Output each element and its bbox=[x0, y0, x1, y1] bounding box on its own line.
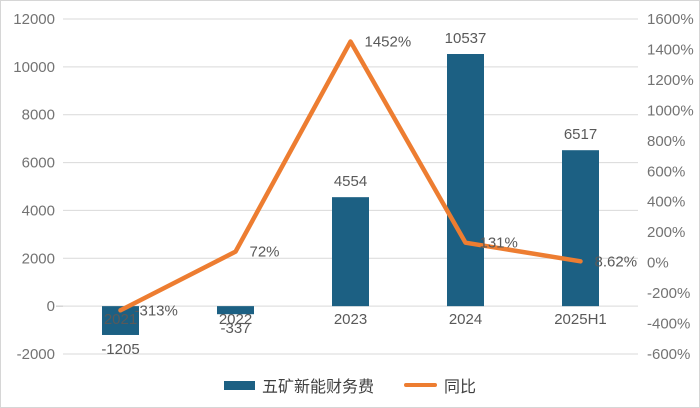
x-axis-label-2025H1: 2025H1 bbox=[554, 311, 607, 328]
right-axis-tick-label: 0% bbox=[647, 255, 669, 272]
bar-value-label: 6517 bbox=[564, 126, 597, 143]
x-axis-label-2022: 2022 bbox=[219, 311, 252, 328]
line-value-label: 8.62% bbox=[595, 253, 638, 270]
right-axis-tick-label: 1200% bbox=[647, 72, 694, 89]
right-axis-tick-label: 200% bbox=[647, 224, 685, 241]
bar-series bbox=[102, 54, 599, 335]
line-value-label: -313% bbox=[135, 302, 178, 319]
right-axis-tick-label: -600% bbox=[647, 346, 690, 363]
right-axis-tick-label: 800% bbox=[647, 133, 685, 150]
bar-value-label: -337 bbox=[220, 320, 250, 337]
bar-series-swatch bbox=[223, 380, 255, 390]
left-axis-tick-label: 0 bbox=[47, 298, 55, 315]
right-axis-tick-label: -400% bbox=[647, 316, 690, 333]
line-series bbox=[118, 39, 583, 313]
yoy-line bbox=[118, 39, 583, 313]
line-value-label: 72% bbox=[250, 244, 280, 261]
legend-item-line-series: 同比 bbox=[404, 373, 476, 397]
bar-series-legend-label: 五矿新能财务费 bbox=[261, 379, 374, 396]
left-axis-ticks: -2000 0 2000 4000 6000 8000 10000 12000 bbox=[13, 11, 55, 363]
line-series-legend-label: 同比 bbox=[444, 379, 477, 396]
right-axis-tick-label: -200% bbox=[647, 285, 690, 302]
chart-svg: -2000 0 2000 4000 6000 8000 10000 12000 -600% -4… bbox=[13, 11, 694, 363]
bar-value-label: 4554 bbox=[334, 173, 367, 190]
left-axis-tick-label: -2000 bbox=[17, 346, 55, 363]
line-data-labels: -313% 72% 1452% 131% 8.62% bbox=[135, 34, 638, 320]
bar-data-labels: -1205 -337 4554 10537 6517 bbox=[101, 30, 597, 358]
right-axis-tick-label: 400% bbox=[647, 194, 685, 211]
right-axis-tick-label: 1000% bbox=[647, 102, 694, 119]
line-value-label: 1452% bbox=[365, 34, 412, 51]
x-axis-label-2023: 2023 bbox=[334, 311, 367, 328]
right-axis-tick-label: 1400% bbox=[647, 41, 694, 58]
left-axis-tick-label: 6000 bbox=[22, 155, 55, 172]
bar-value-label: 10537 bbox=[445, 30, 487, 47]
x-axis-label-2021: 2021 bbox=[104, 311, 137, 328]
left-axis-tick-label: 10000 bbox=[13, 59, 55, 76]
bar-2024 bbox=[447, 54, 484, 307]
legend: 五矿新能财务费 同比 bbox=[1, 365, 699, 405]
line-value-label: 131% bbox=[480, 235, 518, 252]
left-axis-tick-label: 12000 bbox=[13, 11, 55, 28]
line-series-swatch bbox=[404, 383, 437, 387]
bar-2022 bbox=[217, 306, 254, 315]
right-axis-tick-label: 1600% bbox=[647, 11, 694, 28]
right-axis-tick-label: 600% bbox=[647, 163, 685, 180]
x-axis-labels: 2021 2022 2023 2024 2025H1 bbox=[104, 311, 607, 328]
bar-2025H1 bbox=[562, 150, 599, 307]
bar-2023 bbox=[332, 197, 369, 307]
left-axis-tick-label: 8000 bbox=[22, 107, 55, 124]
bar-value-label: -1205 bbox=[101, 341, 139, 358]
x-axis-label-2024: 2024 bbox=[449, 311, 482, 328]
left-axis-tick-label: 2000 bbox=[22, 250, 55, 267]
legend-item-bar-series: 五矿新能财务费 bbox=[223, 373, 374, 397]
right-axis-ticks: -600% -400% -200% 0% 200% 400% 600% 800% 1000% 12… bbox=[647, 11, 694, 363]
left-axis-tick-label: 4000 bbox=[22, 202, 55, 219]
